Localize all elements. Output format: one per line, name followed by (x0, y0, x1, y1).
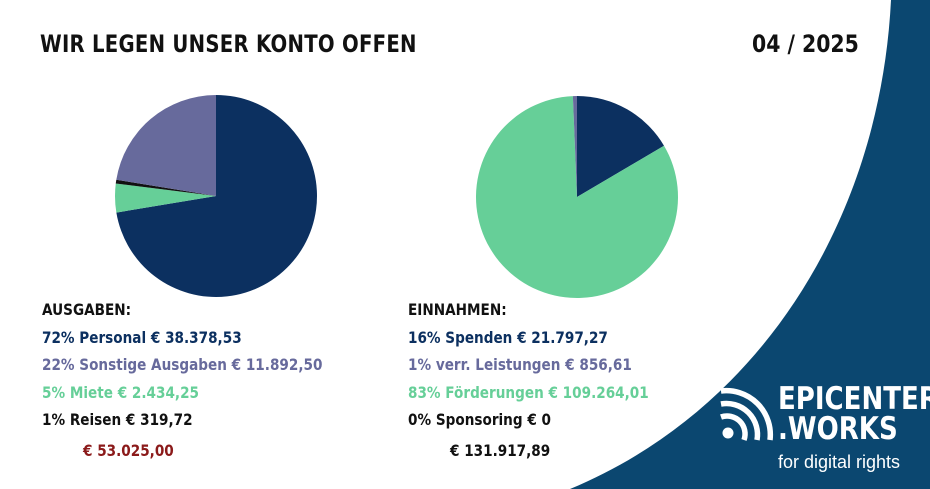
income-heading: EINNAHMEN: (408, 300, 507, 319)
navy-band (570, 0, 930, 489)
logo-line-2: .WORKS (778, 411, 898, 447)
income-pie-slice-3 (572, 96, 577, 197)
income-total: € 131.917,89 (450, 441, 551, 460)
legend-item-foerderungen: 83% Förderungen € 109.264,01 (408, 382, 649, 402)
expenses-pie-slice-2 (115, 179, 216, 196)
expenses-pie-slice-0 (116, 95, 317, 297)
expenses-pie-slice-3 (116, 95, 216, 196)
legend-item-spenden: 16% Spenden € 21.797,27 (408, 327, 608, 347)
legend-item-personal: 72% Personal € 38.378,53 (42, 327, 242, 347)
expenses-legend: AUSGABEN: 72% Personal € 38.378,53 22% S… (42, 296, 322, 434)
income-pie-slice-1 (476, 96, 678, 299)
logo-wordmark: EPICENTER .WORKS (778, 381, 930, 447)
expenses-heading: AUSGABEN: (42, 300, 132, 319)
income-legend: EINNAHMEN: 16% Spenden € 21.797,27 1% ve… (408, 296, 649, 434)
logo-line-1: EPICENTER (778, 381, 930, 417)
expenses-pie-slice-1 (115, 183, 216, 213)
legend-item-sponsoring: 0% Sponsoring € 0 (408, 410, 551, 429)
legend-item-sonstige-ausgaben: 22% Sonstige Ausgaben € 11.892,50 (42, 355, 323, 374)
legend-item-miete: 5% Miete € 2.434,25 (42, 382, 200, 402)
expenses-total: € 53.025,00 (83, 441, 174, 460)
report-date: 04 / 2025 (752, 30, 859, 58)
legend-item-verr-leistungen: 1% verr. Leistungen € 856,61 (408, 355, 632, 374)
income-pie-slice-0 (577, 96, 665, 197)
page-title: WIR LEGEN UNSER KONTO OFFEN (40, 30, 417, 58)
wifi-signal-icon (720, 387, 774, 441)
expenses-pie-chart (115, 95, 317, 297)
legend-item-reisen: 1% Reisen € 319,72 (42, 410, 193, 429)
income-pie-chart (476, 96, 678, 299)
logo-tagline: for digital rights (778, 452, 901, 472)
